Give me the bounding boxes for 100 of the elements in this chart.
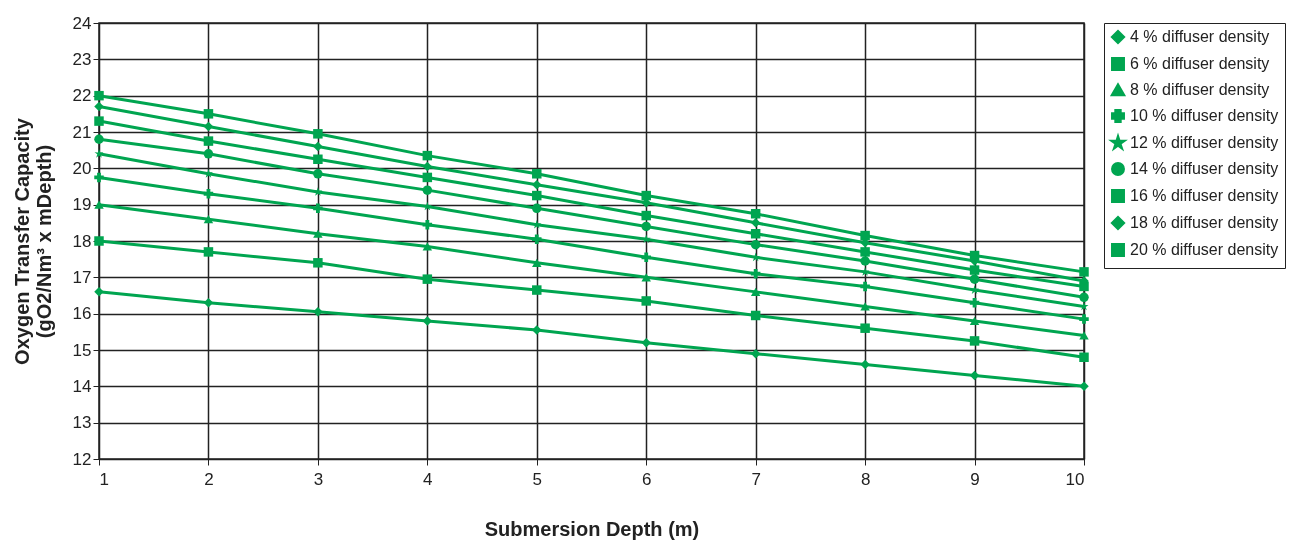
point: [532, 190, 542, 201]
point: [641, 337, 651, 348]
y-tick-label: 24: [72, 13, 92, 33]
point: [860, 359, 870, 370]
y-tick-label: 23: [72, 49, 92, 69]
point: [750, 310, 761, 321]
point: [641, 190, 651, 201]
x-tick-label: 10: [1065, 469, 1085, 489]
point: [860, 256, 870, 266]
point: [641, 210, 651, 221]
point: [969, 316, 980, 326]
legend-label: 16 % diffuser density: [1130, 187, 1279, 204]
point: [313, 258, 323, 268]
legend-label: 8 % diffuser density: [1130, 81, 1270, 98]
y-axis-title: Oxygen Transfer Capacity (gO2/Nm³ x mDepth): [10, 117, 55, 365]
y-tick-label: 16: [72, 304, 92, 324]
point: [641, 296, 651, 306]
point: [750, 348, 761, 359]
point: [641, 234, 651, 244]
point: [750, 218, 761, 228]
y-tick-label: 14: [72, 376, 92, 396]
y-tick-label: 19: [72, 195, 92, 215]
point: [641, 221, 651, 232]
x-tick-label: 7: [751, 469, 761, 489]
point: [1079, 267, 1089, 277]
point: [532, 234, 542, 244]
legend-label: 20 % diffuser density: [1130, 241, 1279, 258]
point: [1079, 381, 1089, 392]
point: [750, 287, 761, 296]
point: [750, 209, 761, 219]
legend-label: 12 % diffuser density: [1130, 134, 1279, 151]
y-tick-label: 13: [72, 413, 92, 433]
point: [203, 109, 214, 119]
point: [532, 203, 542, 214]
point: [969, 370, 980, 381]
point: [422, 185, 433, 195]
point: [422, 161, 433, 172]
y-tick-label: 15: [72, 340, 92, 360]
point: [750, 239, 761, 250]
x-tick-label: 9: [970, 469, 980, 489]
point: [94, 101, 104, 112]
point: [860, 230, 870, 241]
point: [641, 273, 651, 282]
point: [532, 179, 542, 190]
point: [313, 307, 323, 317]
y-tick-label: 12: [72, 449, 92, 469]
y-tick-label: 21: [72, 122, 92, 142]
point: [860, 247, 870, 257]
point: [751, 252, 761, 262]
point: [750, 228, 761, 239]
point: [969, 274, 980, 284]
point: [969, 250, 980, 261]
x-tick-label: 2: [204, 469, 214, 489]
x-tick-label: 1: [99, 469, 109, 489]
point: [203, 247, 214, 257]
point: [94, 172, 104, 183]
point: [313, 129, 323, 139]
point: [313, 229, 323, 238]
point: [860, 323, 870, 333]
point: [532, 169, 542, 179]
point: [532, 285, 542, 295]
point: [203, 298, 214, 308]
legend-label: 4 % diffuser density: [1130, 28, 1270, 45]
legend-label: 14 % diffuser density: [1130, 160, 1279, 177]
y-tick-label: 20: [72, 158, 92, 178]
point: [1079, 292, 1089, 303]
point: [532, 258, 542, 267]
point: [860, 302, 870, 311]
point: [860, 281, 870, 292]
y-tick-label: 17: [72, 267, 92, 287]
point: [422, 172, 433, 183]
point: [1079, 352, 1089, 363]
point: [94, 116, 104, 126]
point: [750, 268, 761, 279]
point: [203, 189, 214, 199]
y-tick-label: 18: [72, 231, 92, 251]
point: [94, 149, 104, 158]
y-tick-label: 22: [72, 86, 92, 106]
x-tick-label: 8: [860, 469, 871, 489]
point: [422, 274, 433, 284]
point: [313, 169, 323, 179]
legend-label: 10 % diffuser density: [1130, 107, 1279, 124]
x-tick-label: 6: [641, 469, 652, 489]
legend-label: 6 % diffuser density: [1130, 55, 1270, 72]
point: [641, 252, 651, 263]
point: [203, 215, 214, 224]
point: [422, 219, 433, 230]
point: [313, 141, 323, 152]
point: [969, 298, 980, 308]
point: [422, 242, 433, 251]
point: [970, 285, 980, 294]
x-tick-label: 5: [532, 469, 543, 489]
x-tick-label: 3: [313, 469, 324, 489]
point: [1079, 331, 1089, 340]
point: [422, 150, 433, 161]
point: [1079, 314, 1089, 324]
point: [313, 154, 323, 164]
point: [203, 149, 214, 159]
point: [969, 265, 980, 275]
x-tick-label: 4: [423, 469, 433, 489]
